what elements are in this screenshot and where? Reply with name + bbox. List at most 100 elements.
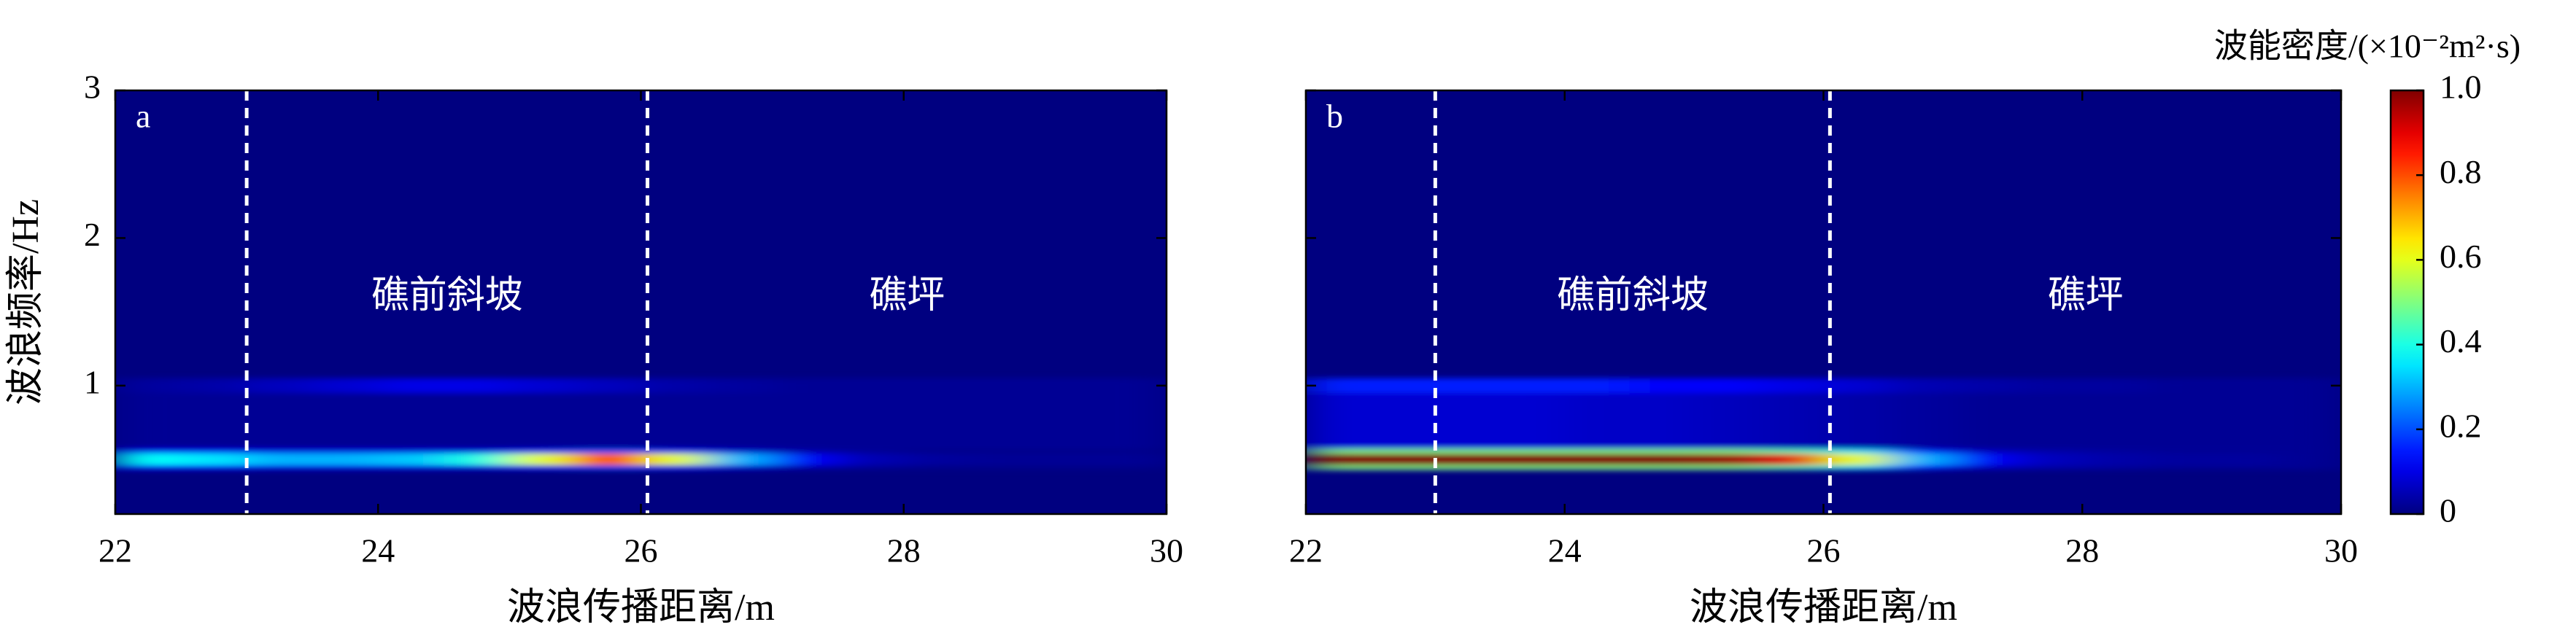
heatmap-cell [2211,448,2278,454]
heatmap-cell [1694,465,1760,470]
heatmap-cell [1952,378,2019,393]
heatmap-cell [2146,454,2213,466]
heatmap-cell [1370,465,1436,470]
heatmap-cell [1034,465,1102,470]
colorbar [2391,90,2424,514]
heatmap-cell [1564,378,1631,393]
colorbar-tick-label: 0.8 [2440,153,2482,190]
heatmap-cell [2276,378,2341,393]
heatmap-cell [838,393,905,449]
heatmap-cell [2211,465,2278,470]
heatmap-cell [1500,454,1566,466]
heatmap-cell [1952,393,2019,449]
heatmap-cell [772,378,839,393]
heatmap-cell [903,454,970,466]
colorbar-tick-label: 0.4 [2440,322,2482,359]
heatmap-cell [2276,393,2341,449]
panel-label: b [1326,98,1343,135]
heatmap-cell [2146,465,2213,470]
heatmap-cell [2017,393,2084,449]
heatmap-cell [1629,448,1695,454]
x-tick-label: 30 [2324,532,2358,569]
heatmap-cell [312,393,379,449]
x-axis-label: 波浪传播距离/m [1690,587,1957,629]
heatmap-cell [1564,393,1631,449]
heatmap-cell [1564,465,1631,470]
colorbar-tick-label: 0.2 [2440,407,2482,444]
heatmap-cell [1100,465,1167,470]
heatmap-cell [1564,454,1631,466]
heatmap-cell [115,393,182,449]
heatmap-cell [1888,393,1954,449]
heatmap-cell [378,448,445,454]
heatmap-cell [2017,454,2084,466]
heatmap-cell [903,393,970,449]
region-label: 礁前斜坡 [1557,275,1709,316]
heatmap-cell [2146,378,2213,393]
heatmap-cell [1500,465,1566,470]
heatmap-cell [181,378,248,393]
heatmap-cell [1370,378,1436,393]
heatmap-cell [1694,378,1760,393]
heatmap-cell [181,465,248,470]
heatmap-cell [2082,448,2148,454]
heatmap-cell [1823,393,1890,449]
heatmap-cell [312,378,379,393]
heatmap-cell [2017,448,2084,454]
heatmap-cell [1888,454,1954,466]
heatmap-cell [706,454,773,466]
heatmap-cell [838,465,905,470]
colorbar-tick-label: 0.6 [2440,238,2482,275]
heatmap-cell [2017,378,2084,393]
heatmap-cell [115,448,182,454]
heatmap-cell [969,454,1036,466]
y-axis-label: 波浪频率/Hz [5,199,47,405]
region-label: 礁坪 [2048,275,2124,316]
colorbar-tick-label: 1.0 [2440,69,2482,106]
heatmap-cell [2211,454,2278,466]
heatmap-cell [378,454,445,466]
x-tick-label: 26 [1807,532,1841,569]
heatmap-cell [641,393,708,449]
heatmap-cell [969,465,1036,470]
heatmap-cell [312,448,379,454]
heatmap-cell [969,393,1036,449]
heatmap-cell [706,378,773,393]
heatmap-cell [641,454,708,466]
heatmap-cell [1888,465,1954,470]
heatmap-cell [115,454,182,466]
heatmap-cell [1100,378,1167,393]
heatmap-cell [181,454,248,466]
heatmap-cell [1100,448,1167,454]
y-tick-label: 2 [84,216,101,253]
heatmap-cell [312,454,379,466]
heatmap-cell [1629,465,1695,470]
x-axis-label: 波浪传播距离/m [507,587,775,629]
x-tick-label: 22 [98,532,132,569]
panel-label: a [136,98,150,135]
heatmap-cell [181,393,248,449]
heatmap-cell [772,465,839,470]
heatmap-cell [1370,393,1436,449]
heatmap-cells [115,378,1167,470]
heatmap-cell [2082,378,2148,393]
heatmap-cell [1952,454,2019,466]
heatmap-cell [903,448,970,454]
heatmap-cell [1629,378,1695,393]
heatmap-cell [2276,448,2341,454]
heatmap-cell [1888,378,1954,393]
heatmap-cell [378,378,445,393]
heatmap-cells [1306,378,2341,470]
x-tick-label: 22 [1289,532,1323,569]
heatmap-cell [1435,378,1501,393]
heatmap-cell [378,465,445,470]
heatmap-cell [641,465,708,470]
y-tick-label: 3 [84,69,101,106]
heatmap-cell [838,378,905,393]
heatmap-cell [706,465,773,470]
heatmap-cell [1888,448,1954,454]
x-tick-label: 28 [887,532,921,569]
heatmap-cell [509,448,576,454]
heatmap-cell [575,378,642,393]
heatmap-cell [641,448,708,454]
